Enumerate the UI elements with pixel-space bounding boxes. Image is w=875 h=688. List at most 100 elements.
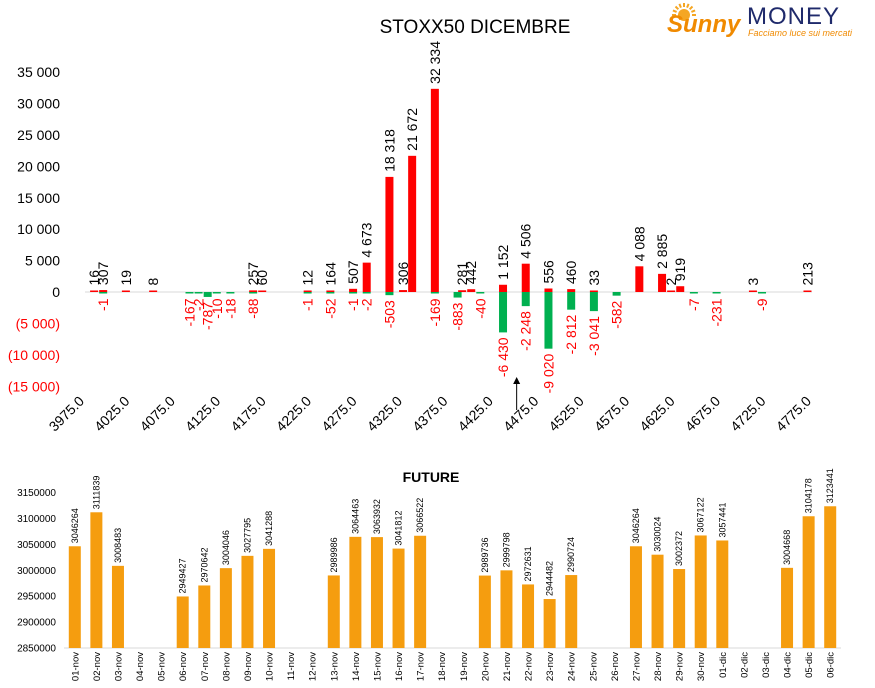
call-data-label: 4 506 [518,223,534,258]
put-bar [758,292,767,294]
call-bar [589,290,598,292]
call-data-label: 3 [745,278,761,286]
put-bar [430,292,439,294]
future-data-label: 3046264 [70,508,80,543]
call-data-label: 507 [345,260,361,284]
call-data-label: 257 [245,262,261,286]
future-x-tick-label: 06-nov [178,652,189,681]
future-data-label: 3123441 [825,468,835,503]
future-bar [198,585,211,648]
y-tick-label: (5 000) [16,315,60,331]
sun-ray [691,9,696,13]
future-data-label: 3004046 [221,530,231,565]
future-bar [90,512,103,648]
x-tick-label: 4125.0 [182,393,224,435]
future-x-tick-label: 29-nov [675,652,686,681]
future-data-label: 3027795 [242,518,252,553]
call-bar [667,290,676,292]
put-bar [689,292,698,294]
future-bar [629,546,642,648]
future-bar [349,536,362,648]
call-bar [567,289,576,292]
put-data-label: -231 [709,298,725,326]
call-bar [748,290,757,292]
call-bar [149,290,158,292]
call-bar [408,155,417,292]
put-data-label: -52 [322,298,338,318]
future-data-label: 3064463 [350,499,360,534]
x-tick-label: 4775.0 [773,393,815,435]
future-x-tick-label: 23-nov [545,652,556,681]
future-bar [370,537,383,648]
call-bar [658,273,667,292]
future-x-tick-label: 16-nov [394,652,405,681]
future-bar [651,554,664,648]
future-bar [241,555,254,648]
future-bar [781,567,794,648]
future-data-label: 3057441 [717,502,727,537]
x-tick-label: 4075.0 [136,393,178,435]
put-bar [589,292,598,312]
future-y-tick-label: 2850000 [17,644,56,655]
call-bar [430,88,439,292]
put-data-label: -1 [300,298,316,311]
future-x-tick-label: 12-nov [308,652,319,681]
put-data-label: -582 [609,300,625,328]
call-data-label: 12 [300,270,316,286]
future-x-tick-label: 03-nov [113,652,124,681]
logo-sunny-text: Sunny [667,11,742,38]
call-bar [635,266,644,292]
future-chart: FUTURE 2850000 2900000 2950000 3000000 305000… [17,468,841,681]
call-data-label: 32 334 [427,41,443,84]
call-data-label: 18 318 [381,129,397,172]
put-bar [612,292,621,296]
future-data-label: 3067122 [696,497,706,532]
future-x-tick-label: 02-nov [92,652,103,681]
put-data-label: -169 [427,298,443,326]
call-data-label: 556 [540,260,556,284]
call-bar [303,290,312,292]
put-data-label: -9 [754,298,770,311]
future-bar [478,575,491,648]
y-tick-label: 5 000 [25,253,60,269]
future-x-tick-label: 27-nov [631,652,642,681]
put-data-label: -2 [191,298,207,311]
x-tick-label: 4575.0 [591,393,633,435]
future-bar [392,548,405,648]
call-bar [258,290,267,292]
put-data-label: -787 [200,302,216,330]
future-x-tick-label: 03-dic [761,652,772,678]
call-data-label: 4 673 [359,222,375,257]
put-bar [194,292,203,294]
put-data-label: -2 248 [518,311,534,351]
y-tick-label: 35 000 [17,64,60,80]
future-x-tick-label: 10-nov [265,652,276,681]
future-data-label: 3066522 [415,498,425,533]
x-tick-label: 4175.0 [227,393,269,435]
call-bar [362,262,371,292]
future-bar [500,570,513,648]
future-bar [263,548,276,648]
call-data-label: 460 [563,261,579,285]
future-data-label: 3063932 [372,499,382,534]
future-x-tick-label: 13-nov [329,652,340,681]
future-data-label: 3008483 [113,528,123,563]
put-bar [385,292,394,296]
future-x-tick-label: 30-nov [696,652,707,681]
future-bar [565,575,578,648]
call-bar [544,288,553,292]
put-bar [349,292,358,294]
future-x-tick-label: 22-nov [524,652,535,681]
x-tick-label: 4275.0 [318,393,360,435]
call-data-label: 213 [799,262,815,286]
future-x-tick-label: 28-nov [653,652,664,681]
future-data-label: 2989986 [329,537,339,572]
call-bar [90,290,99,292]
logo-money-text: MONEY [747,3,840,30]
put-data-label: -3 041 [586,316,602,356]
chart-title: STOXX50 DICEMBRE [380,17,571,38]
x-tick-label: 4625.0 [636,393,678,435]
put-bar [453,292,462,298]
sun-ray [678,3,682,8]
future-x-tick-label: 07-nov [200,652,211,681]
